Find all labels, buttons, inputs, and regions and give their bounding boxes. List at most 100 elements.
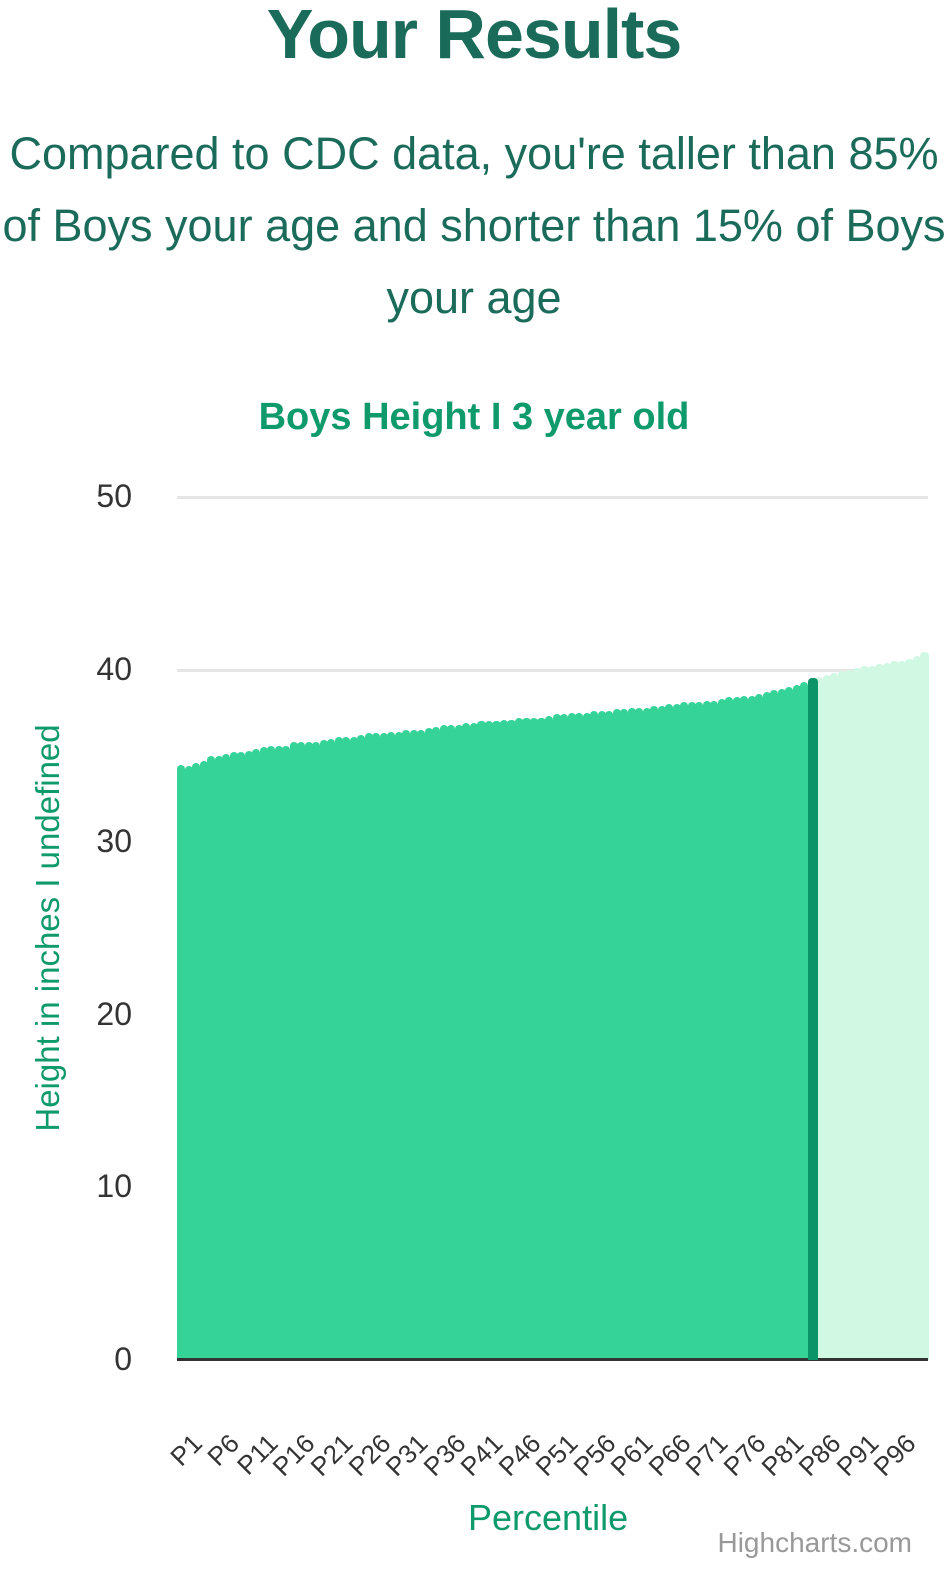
bar-p12[interactable] <box>259 747 268 1360</box>
bar-p88[interactable] <box>830 673 839 1360</box>
bar-p37[interactable] <box>447 724 456 1360</box>
bar-p4[interactable] <box>199 761 208 1360</box>
bar-p46[interactable] <box>514 717 524 1360</box>
bar-p2[interactable] <box>184 766 193 1360</box>
bar-p97[interactable] <box>897 660 907 1360</box>
bar-p43[interactable] <box>492 721 501 1360</box>
bar-p82[interactable] <box>785 686 794 1360</box>
bar-p77[interactable] <box>747 695 756 1360</box>
bar-p72[interactable] <box>710 700 719 1360</box>
bar-p67[interactable] <box>672 704 681 1360</box>
bar-p85[interactable] <box>807 678 818 1360</box>
bar-p34[interactable] <box>424 728 433 1360</box>
bar-p50[interactable] <box>544 716 554 1360</box>
bar-p23[interactable] <box>342 736 351 1360</box>
bar-p81[interactable] <box>777 688 786 1360</box>
bar-p63[interactable] <box>642 707 651 1360</box>
bar-p17[interactable] <box>297 742 306 1360</box>
bar-p29[interactable] <box>387 731 396 1360</box>
bar-p100[interactable] <box>920 652 929 1360</box>
bar-p36[interactable] <box>439 724 448 1360</box>
bar-p80[interactable] <box>770 690 779 1360</box>
bar-p90[interactable] <box>845 669 854 1360</box>
bar-p71[interactable] <box>702 700 711 1360</box>
bar-p18[interactable] <box>304 742 313 1360</box>
bar-p42[interactable] <box>484 721 494 1360</box>
bar-p68[interactable] <box>680 702 689 1360</box>
bar-p47[interactable] <box>522 717 531 1360</box>
bar-p73[interactable] <box>717 698 726 1360</box>
bar-p16[interactable] <box>289 742 298 1360</box>
bar-p38[interactable] <box>454 724 463 1360</box>
bar-p44[interactable] <box>499 719 509 1360</box>
bar-p58[interactable] <box>605 711 614 1360</box>
bar-p70[interactable] <box>695 702 704 1360</box>
bar-p28[interactable] <box>379 733 388 1360</box>
bar-p48[interactable] <box>529 717 539 1360</box>
bar-p7[interactable] <box>222 754 231 1360</box>
bar-p66[interactable] <box>665 704 674 1360</box>
bar-p45[interactable] <box>507 719 516 1360</box>
bar-p84[interactable] <box>800 681 809 1360</box>
bar-p79[interactable] <box>762 692 771 1360</box>
bar-p57[interactable] <box>597 711 606 1360</box>
bar-p41[interactable] <box>477 721 486 1360</box>
bar-p49[interactable] <box>537 717 546 1360</box>
bar-p31[interactable] <box>402 730 411 1360</box>
bar-p30[interactable] <box>394 731 403 1360</box>
bar-p64[interactable] <box>650 705 659 1360</box>
bar-p94[interactable] <box>875 664 884 1360</box>
bar-p83[interactable] <box>792 685 801 1360</box>
bar-p65[interactable] <box>657 705 666 1360</box>
bar-p9[interactable] <box>237 752 246 1360</box>
bar-p87[interactable] <box>822 674 831 1360</box>
bar-p54[interactable] <box>575 712 584 1360</box>
bar-p1[interactable] <box>177 764 186 1360</box>
bar-p39[interactable] <box>462 723 471 1360</box>
bar-p95[interactable] <box>882 662 892 1360</box>
bar-p3[interactable] <box>192 762 201 1360</box>
bar-p55[interactable] <box>582 712 591 1360</box>
bar-p52[interactable] <box>560 714 569 1360</box>
bar-p96[interactable] <box>890 660 899 1360</box>
bar-p86[interactable] <box>815 676 824 1360</box>
bar-p40[interactable] <box>469 723 478 1360</box>
bar-p15[interactable] <box>282 745 291 1360</box>
bar-p59[interactable] <box>612 709 621 1360</box>
bar-p25[interactable] <box>357 735 366 1360</box>
bar-p76[interactable] <box>740 695 749 1360</box>
bar-p10[interactable] <box>244 750 253 1360</box>
bar-p62[interactable] <box>635 707 644 1360</box>
bar-p56[interactable] <box>590 711 599 1360</box>
highcharts-credits-link[interactable]: Highcharts.com <box>717 1527 912 1558</box>
bar-p19[interactable] <box>312 742 321 1360</box>
bar-p24[interactable] <box>349 736 358 1360</box>
bar-p61[interactable] <box>627 707 636 1360</box>
bar-p53[interactable] <box>567 712 576 1360</box>
bar-p99[interactable] <box>912 655 922 1360</box>
bar-p69[interactable] <box>687 702 696 1360</box>
bar-p26[interactable] <box>364 733 373 1360</box>
bar-p91[interactable] <box>852 667 861 1360</box>
bar-p22[interactable] <box>334 736 343 1360</box>
bar-p35[interactable] <box>432 726 441 1360</box>
bar-p51[interactable] <box>552 714 561 1360</box>
bar-p33[interactable] <box>417 730 426 1360</box>
bar-p92[interactable] <box>860 666 869 1360</box>
bar-p8[interactable] <box>229 752 238 1360</box>
bar-p60[interactable] <box>620 709 629 1360</box>
bar-p98[interactable] <box>905 659 914 1360</box>
bar-p5[interactable] <box>207 755 216 1360</box>
bar-p6[interactable] <box>214 755 223 1360</box>
bar-p93[interactable] <box>867 666 877 1360</box>
bar-p75[interactable] <box>732 697 741 1360</box>
bar-p32[interactable] <box>409 730 418 1360</box>
bar-p21[interactable] <box>327 738 336 1360</box>
bar-p20[interactable] <box>319 740 328 1360</box>
bar-p27[interactable] <box>372 733 381 1360</box>
bar-p11[interactable] <box>252 749 261 1360</box>
bar-p89[interactable] <box>837 671 846 1360</box>
bar-p14[interactable] <box>274 745 283 1360</box>
bar-p74[interactable] <box>725 697 734 1360</box>
bar-p78[interactable] <box>755 693 764 1360</box>
